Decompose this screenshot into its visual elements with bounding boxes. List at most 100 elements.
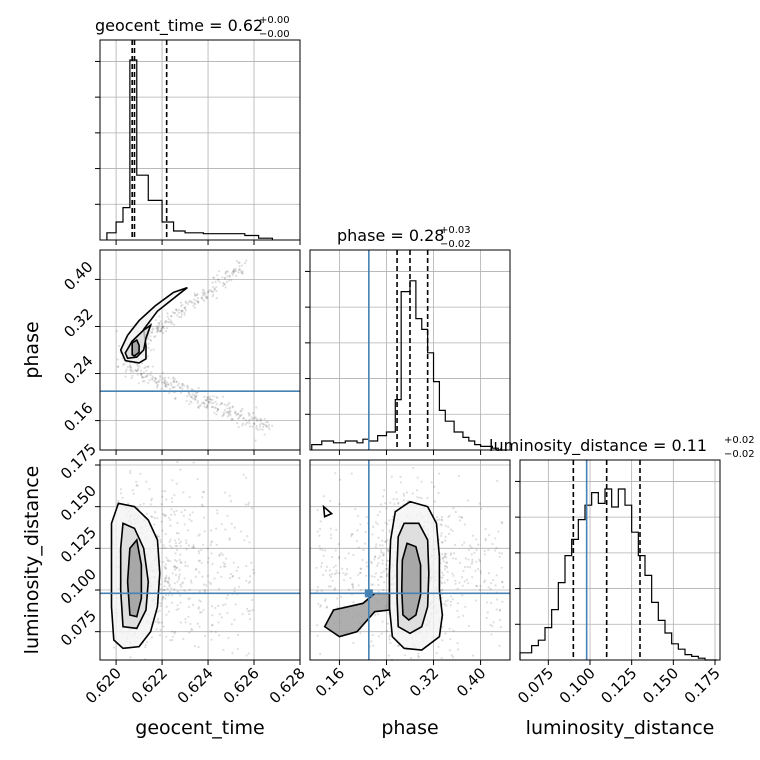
panel-ld-vs-phase-xtick-label: 0.40 (453, 664, 489, 700)
panel-ld-vs-geocent-time-ytick-label: 0.075 (57, 607, 100, 650)
sample-point (251, 598, 254, 602)
sample-point (202, 291, 206, 295)
sample-point (232, 270, 235, 273)
y-axis-label-phase: phase (21, 321, 43, 378)
sample-point (326, 605, 329, 608)
sample-point (210, 402, 213, 405)
sample-point (201, 504, 204, 507)
sample-point (322, 495, 325, 498)
sample-point (239, 414, 242, 417)
sample-point (174, 545, 177, 548)
sample-point (173, 380, 176, 383)
sample-point (234, 412, 237, 415)
sample-point (128, 365, 131, 368)
sample-point (224, 272, 227, 275)
sample-point (398, 644, 401, 647)
sample-point (319, 652, 322, 656)
sample-point (271, 424, 274, 427)
sample-point (245, 564, 248, 568)
sample-point (217, 278, 220, 281)
sample-point (233, 587, 236, 590)
sample-point (180, 582, 184, 585)
sample-point (153, 517, 156, 520)
sample-point (147, 346, 150, 350)
sample-point (200, 296, 204, 299)
sample-point (195, 299, 198, 302)
sample-point (480, 507, 483, 510)
sample-point (218, 553, 221, 556)
sample-point (235, 569, 238, 572)
sample-point (381, 562, 384, 565)
sample-point (129, 656, 132, 659)
sample-point (321, 548, 324, 552)
sample-point (187, 544, 190, 547)
sample-point (136, 373, 139, 376)
sample-point (237, 566, 240, 569)
sample-point (174, 378, 177, 381)
sample-point (404, 654, 407, 657)
sample-point (211, 562, 214, 566)
sample-point (167, 383, 170, 386)
sample-point (382, 553, 385, 557)
sample-point (248, 425, 252, 428)
sample-point (188, 631, 191, 634)
sample-point (188, 605, 191, 609)
sample-point (180, 585, 183, 588)
sample-point (383, 581, 386, 584)
sample-point (442, 560, 445, 563)
sample-point (159, 320, 162, 323)
sample-point (235, 269, 238, 272)
sample-point (161, 490, 164, 493)
sample-point (144, 375, 147, 379)
sample-point (389, 634, 392, 637)
sample-point (206, 290, 210, 293)
sample-point (225, 270, 228, 273)
sample-point (144, 643, 147, 647)
sample-point (445, 561, 448, 564)
sample-point (501, 600, 504, 603)
hist-luminosity-distance-xtick-label: 0.175 (681, 664, 724, 707)
sample-point (377, 536, 380, 539)
sample-point (141, 375, 144, 379)
sample-point (164, 490, 167, 493)
sample-point (374, 613, 377, 617)
sample-point (448, 514, 451, 517)
sample-point (178, 386, 181, 389)
hist-luminosity-distance-xtick-label: 0.150 (639, 664, 682, 707)
sample-point (440, 588, 443, 592)
sample-point (173, 494, 176, 497)
sample-point (162, 382, 165, 385)
sample-point (166, 312, 169, 315)
sample-point (471, 534, 475, 537)
sample-point (382, 495, 385, 498)
panel-ld-vs-geocent-time-ytick-label: 0.100 (57, 565, 100, 608)
sample-point (159, 538, 162, 541)
sample-point (162, 327, 166, 330)
sample-point (157, 622, 160, 625)
sample-point (444, 632, 447, 635)
sample-point (159, 540, 162, 544)
sample-point (380, 571, 383, 574)
sample-point (202, 608, 205, 611)
sample-point (352, 601, 355, 604)
sample-point (205, 584, 208, 587)
sample-point (206, 397, 209, 400)
sample-point (380, 632, 383, 635)
sample-point (202, 490, 205, 493)
sample-point (161, 326, 164, 329)
sample-point (254, 416, 257, 419)
sample-point (230, 417, 233, 420)
sample-point (499, 618, 502, 622)
sample-point (440, 532, 443, 535)
sample-point (203, 293, 206, 296)
sample-point (228, 274, 231, 277)
sample-point (156, 517, 159, 520)
sample-point (208, 398, 212, 401)
sample-point (217, 408, 220, 411)
sample-point (352, 586, 355, 589)
sample-point (497, 530, 500, 533)
sample-point (235, 274, 238, 278)
sample-point (179, 601, 182, 604)
sample-point (155, 381, 158, 384)
